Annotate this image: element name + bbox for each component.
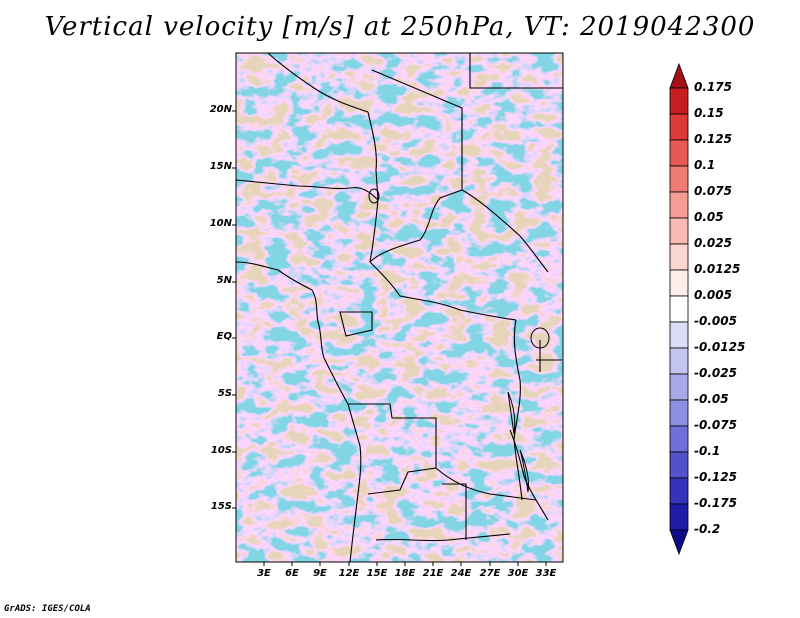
colorbar-swatch bbox=[669, 503, 689, 531]
lon-label-33e: 33E bbox=[535, 568, 557, 579]
colorbar-label: -0.005 bbox=[694, 314, 737, 328]
lon-label-18e: 18E bbox=[394, 568, 416, 579]
colorbar-swatch bbox=[669, 243, 689, 271]
colorbar-swatch bbox=[669, 217, 689, 245]
lon-label-21e: 21E bbox=[422, 568, 444, 579]
map-title: Vertical velocity [m/s] at 250hPa, VT: 2… bbox=[44, 12, 756, 42]
colorbar-label: -0.05 bbox=[694, 392, 729, 406]
colorbar-label: 0.15 bbox=[694, 106, 724, 120]
colorbar-swatch bbox=[669, 347, 689, 375]
colorbar-label: -0.0125 bbox=[694, 340, 746, 354]
colorbar-swatch bbox=[669, 165, 689, 193]
lon-label-30e: 30E bbox=[507, 568, 529, 579]
lon-label-3e: 3E bbox=[257, 568, 271, 579]
lat-label-15s: 15S bbox=[210, 501, 232, 512]
colorbar-label: -0.2 bbox=[694, 522, 721, 536]
map-frame bbox=[235, 52, 564, 563]
lon-label-6e: 6E bbox=[285, 568, 299, 579]
colorbar-label: 0.175 bbox=[694, 80, 732, 94]
colorbar-swatch bbox=[669, 139, 689, 167]
colorbar-arrow-top bbox=[669, 62, 689, 89]
lat-label-15n: 15N bbox=[209, 161, 232, 172]
colorbar-label: 0.125 bbox=[694, 132, 732, 146]
colorbar-label: 0.05 bbox=[694, 210, 724, 224]
lat-label-5n: 5N bbox=[216, 275, 232, 286]
colorbar bbox=[669, 62, 689, 556]
colorbar-swatch bbox=[669, 399, 689, 427]
lat-label-5s: 5S bbox=[217, 388, 232, 399]
colorbar-swatch bbox=[669, 295, 689, 323]
colorbar-label: -0.1 bbox=[694, 444, 721, 458]
colorbar-swatch bbox=[669, 113, 689, 141]
velocity-field bbox=[236, 53, 563, 562]
colorbar-swatch bbox=[669, 191, 689, 219]
colorbar-label: -0.175 bbox=[694, 496, 737, 510]
lon-label-9e: 9E bbox=[313, 568, 327, 579]
lon-label-24e: 24E bbox=[450, 568, 472, 579]
colorbar-label: 0.075 bbox=[694, 184, 732, 198]
country-borders bbox=[236, 53, 563, 562]
colorbar-swatch bbox=[669, 373, 689, 401]
colorbar-arrow-bottom bbox=[669, 529, 689, 556]
colorbar-swatch bbox=[669, 321, 689, 349]
lat-label-20n: 20N bbox=[209, 104, 232, 115]
colorbar-swatch bbox=[669, 477, 689, 505]
lat-label-10s: 10S bbox=[210, 445, 232, 456]
axis-ticks bbox=[232, 110, 547, 566]
colorbar-swatch bbox=[669, 451, 689, 479]
grads-credit: GrADS: IGES/COLA bbox=[4, 604, 91, 614]
colorbar-label: 0.1 bbox=[694, 158, 716, 172]
colorbar-label: -0.025 bbox=[694, 366, 737, 380]
colorbar-label: -0.125 bbox=[694, 470, 737, 484]
colorbar-label: -0.075 bbox=[694, 418, 737, 432]
lat-label-10n: 10N bbox=[209, 218, 232, 229]
colorbar-swatch bbox=[669, 269, 689, 297]
lon-label-27e: 27E bbox=[479, 568, 501, 579]
colorbar-swatch bbox=[669, 87, 689, 115]
colorbar-label: 0.025 bbox=[694, 236, 732, 250]
lat-label-eq: EQ bbox=[216, 331, 232, 342]
lon-label-12e: 12E bbox=[338, 568, 360, 579]
lon-label-15e: 15E bbox=[366, 568, 388, 579]
colorbar-label: 0.005 bbox=[694, 288, 732, 302]
colorbar-swatch bbox=[669, 425, 689, 453]
lakes bbox=[368, 188, 550, 493]
colorbar-label: 0.0125 bbox=[694, 262, 741, 276]
